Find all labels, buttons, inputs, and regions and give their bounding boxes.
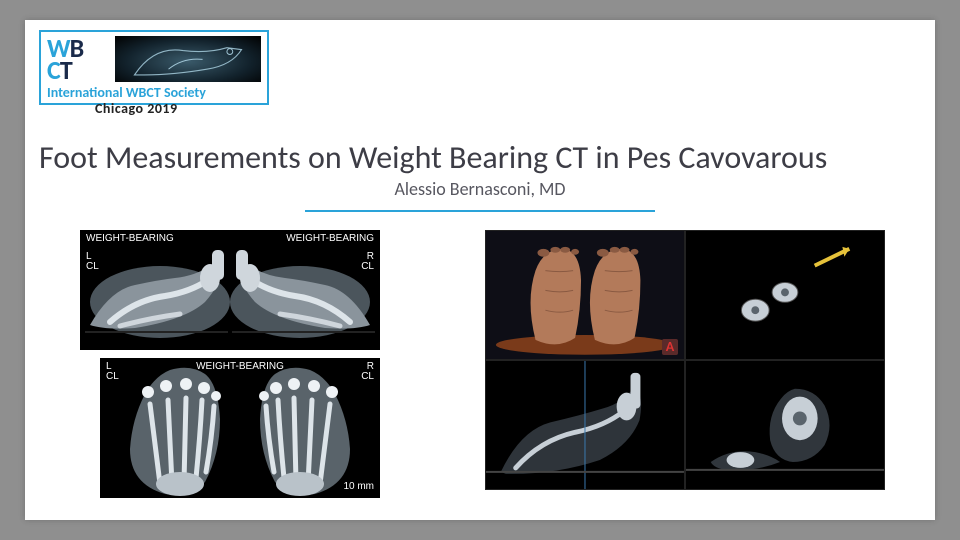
- ct-axial-slice: [685, 230, 885, 360]
- xray-b-left-label: L CL: [106, 362, 119, 382]
- xray-b-topline: WEIGHT-BEARING: [196, 362, 284, 372]
- ct-sagittal-slice: [485, 360, 685, 490]
- image-area: WEIGHT-BEARING L CL WEIGHT-BEARING R CL: [25, 230, 935, 510]
- xray-dp-pair: WEIGHT-BEARING L CL R CL 10 mm: [100, 358, 380, 498]
- xray-b-scale: 10 mm: [343, 482, 374, 492]
- xray-a-right-label: R CL: [361, 252, 374, 272]
- logo-caption: International WBCT Society: [47, 82, 261, 101]
- slide: WB CT International WBCT Society Chicago…: [25, 20, 935, 520]
- ct-3d-render: A: [485, 230, 685, 360]
- xray-b-right-label: R CL: [361, 362, 374, 382]
- xray-a-topline-right: WEIGHT-BEARING: [286, 234, 374, 244]
- foot-xray-icon: [115, 36, 261, 82]
- title-underline: [305, 210, 655, 212]
- wbct-logo-mark: WB CT: [47, 36, 109, 82]
- logo-box: WB CT International WBCT Society: [39, 30, 269, 105]
- logo-top: WB CT: [47, 36, 261, 82]
- xray-a-topline-left: WEIGHT-BEARING: [86, 234, 174, 244]
- slide-title: Foot Measurements on Weight Bearing CT i…: [39, 138, 919, 177]
- event-line: Chicago 2019: [95, 100, 178, 117]
- ct-grid: A: [485, 230, 885, 490]
- orientation-marker-a-icon: A: [662, 339, 678, 355]
- ct-coronal-slice: [685, 360, 885, 490]
- slide-author: Alessio Bernasconi, MD: [25, 178, 935, 200]
- xray-lateral-pair: WEIGHT-BEARING L CL WEIGHT-BEARING R CL: [80, 230, 380, 350]
- xray-a-left-label: L CL: [86, 252, 99, 272]
